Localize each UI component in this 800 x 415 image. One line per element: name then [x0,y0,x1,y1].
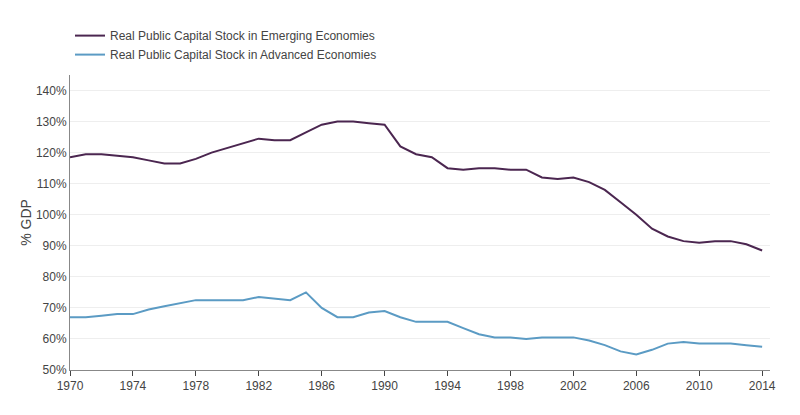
svg-text:2010: 2010 [686,379,713,393]
svg-text:2006: 2006 [623,379,650,393]
svg-text:50%: 50% [43,363,67,377]
svg-text:1970: 1970 [57,379,84,393]
svg-text:130%: 130% [36,115,67,129]
svg-text:100%: 100% [36,208,67,222]
svg-text:1990: 1990 [371,379,398,393]
svg-text:1994: 1994 [434,379,461,393]
svg-text:Real Public Capital Stock in A: Real Public Capital Stock in Advanced Ec… [110,48,376,62]
svg-text:140%: 140% [36,84,67,98]
svg-text:1986: 1986 [308,379,335,393]
svg-text:1982: 1982 [245,379,272,393]
svg-text:Real Public Capital Stock in E: Real Public Capital Stock in Emerging Ec… [110,29,375,43]
svg-text:120%: 120% [36,146,67,160]
svg-text:70%: 70% [43,301,67,315]
svg-text:2002: 2002 [560,379,587,393]
svg-text:1974: 1974 [120,379,147,393]
svg-text:80%: 80% [43,270,67,284]
svg-text:90%: 90% [43,239,67,253]
svg-text:% GDP: % GDP [18,199,34,246]
svg-text:1978: 1978 [182,379,209,393]
svg-text:110%: 110% [37,177,67,191]
svg-text:60%: 60% [43,332,67,346]
svg-text:2014: 2014 [749,379,776,393]
svg-text:1998: 1998 [497,379,524,393]
